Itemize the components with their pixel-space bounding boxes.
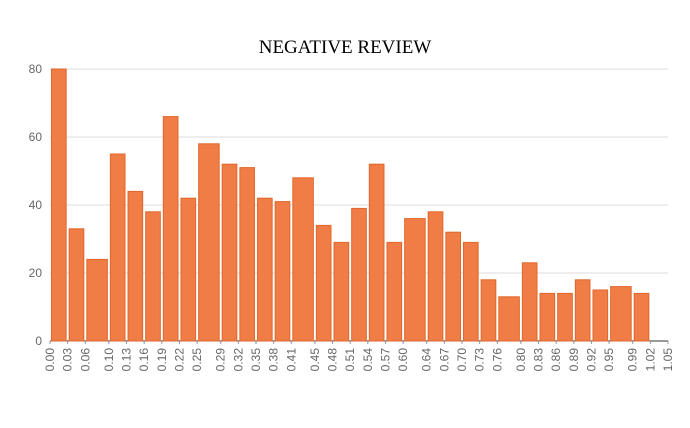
bar (145, 211, 161, 342)
bar (445, 231, 462, 342)
y-tick-label: 60 (29, 130, 43, 144)
y-tick-label: 0 (35, 334, 42, 348)
bar (463, 241, 479, 342)
x-tick-label: 0.03 (61, 348, 75, 372)
bar (521, 262, 538, 342)
x-tick-label: 0.48 (326, 348, 340, 372)
bar (351, 207, 367, 342)
x-tick-label: 0.95 (602, 348, 616, 372)
x-tick-label: 0.19 (155, 348, 169, 372)
bar (162, 116, 179, 342)
bar (480, 279, 497, 342)
x-tick-label: 0.70 (455, 348, 469, 372)
x-tick-label: 0.29 (214, 348, 228, 372)
x-tick-label: 0.22 (172, 348, 186, 372)
bar (292, 177, 314, 342)
bar (333, 241, 350, 342)
y-tick-label: 40 (29, 198, 43, 212)
chart-title: NEGATIVE REVIEW (259, 37, 432, 58)
x-tick-label: 0.57 (378, 348, 392, 372)
bar (539, 292, 556, 342)
x-tick-label: 0.00 (43, 348, 57, 372)
x-tick-label: 0.38 (267, 348, 281, 372)
bar (257, 197, 273, 342)
bar (68, 228, 85, 342)
x-tick-label: 0.67 (437, 348, 451, 372)
x-tick-label: 0.80 (514, 348, 528, 372)
x-tick-label: 0.73 (473, 348, 487, 372)
x-tick-label: 0.64 (420, 348, 434, 372)
x-tick-label: 0.10 (102, 348, 116, 372)
bar (127, 190, 144, 342)
bar (86, 258, 108, 342)
x-tick-label: 1.05 (661, 348, 675, 372)
x-tick-label: 0.60 (396, 348, 410, 372)
bar (109, 153, 126, 342)
bar (51, 68, 67, 342)
bar (404, 218, 426, 342)
bar (427, 211, 444, 342)
bar (368, 163, 385, 342)
x-tick-label: 0.45 (308, 348, 322, 372)
y-tick-label: 20 (29, 266, 43, 280)
bar (239, 167, 255, 342)
bar (386, 241, 403, 342)
x-tick-label: 0.92 (584, 348, 598, 372)
x-tick-label: 0.35 (249, 348, 263, 372)
x-tick-label: 0.16 (137, 348, 151, 372)
x-tick-label: 0.32 (231, 348, 245, 372)
x-tick-label: 0.76 (490, 348, 504, 372)
x-tick-label: 1.02 (643, 348, 657, 372)
bar (610, 286, 632, 342)
bar (198, 143, 220, 342)
y-tick-label: 80 (29, 62, 43, 76)
bar (574, 279, 591, 342)
bar (221, 163, 238, 342)
bar (633, 292, 650, 342)
x-tick-label: 0.83 (532, 348, 546, 372)
x-tick-label: 0.99 (626, 348, 640, 372)
x-tick-label: 0.41 (284, 348, 298, 372)
x-tick-label: 0.13 (120, 348, 134, 372)
bar (274, 201, 291, 342)
bar (180, 197, 197, 342)
x-tick-label: 0.89 (567, 348, 581, 372)
x-tick-label: 0.06 (78, 348, 92, 372)
bar (315, 224, 332, 342)
x-tick-label: 0.51 (343, 348, 357, 372)
x-tick-label: 0.54 (361, 348, 375, 372)
bar (592, 289, 609, 342)
bar (498, 296, 520, 342)
x-tick-label: 0.86 (549, 348, 563, 372)
bar (557, 292, 573, 342)
x-tick-label: 0.25 (190, 348, 204, 372)
